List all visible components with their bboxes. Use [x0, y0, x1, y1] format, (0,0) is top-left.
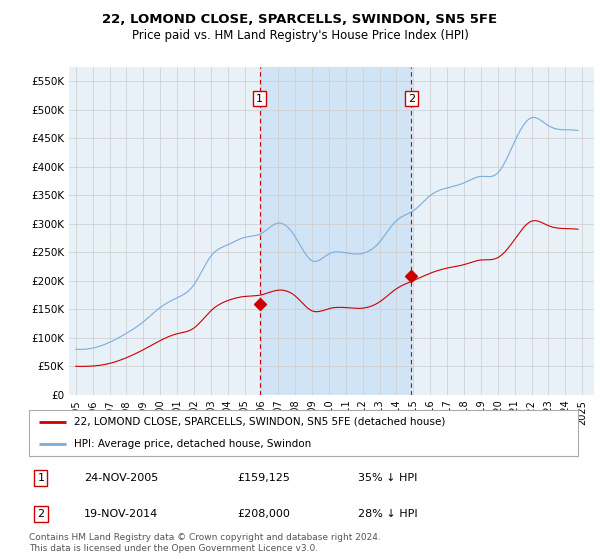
- Text: 1: 1: [37, 473, 44, 483]
- Text: HPI: Average price, detached house, Swindon: HPI: Average price, detached house, Swin…: [74, 440, 311, 450]
- Bar: [260, 67, 412, 395]
- Text: 19-NOV-2014: 19-NOV-2014: [84, 509, 158, 519]
- Text: £159,125: £159,125: [238, 473, 290, 483]
- FancyBboxPatch shape: [29, 410, 578, 456]
- Text: 2: 2: [408, 94, 415, 104]
- Text: £208,000: £208,000: [238, 509, 290, 519]
- Text: 22, LOMOND CLOSE, SPARCELLS, SWINDON, SN5 5FE: 22, LOMOND CLOSE, SPARCELLS, SWINDON, SN…: [103, 13, 497, 26]
- Text: 2: 2: [37, 509, 44, 519]
- Text: Contains HM Land Registry data © Crown copyright and database right 2024.
This d: Contains HM Land Registry data © Crown c…: [29, 533, 380, 553]
- Text: 24-NOV-2005: 24-NOV-2005: [84, 473, 158, 483]
- Text: 28% ↓ HPI: 28% ↓ HPI: [358, 509, 418, 519]
- Text: Price paid vs. HM Land Registry's House Price Index (HPI): Price paid vs. HM Land Registry's House …: [131, 29, 469, 42]
- Text: 22, LOMOND CLOSE, SPARCELLS, SWINDON, SN5 5FE (detached house): 22, LOMOND CLOSE, SPARCELLS, SWINDON, SN…: [74, 417, 445, 427]
- Text: 1: 1: [256, 94, 263, 104]
- Text: 35% ↓ HPI: 35% ↓ HPI: [358, 473, 418, 483]
